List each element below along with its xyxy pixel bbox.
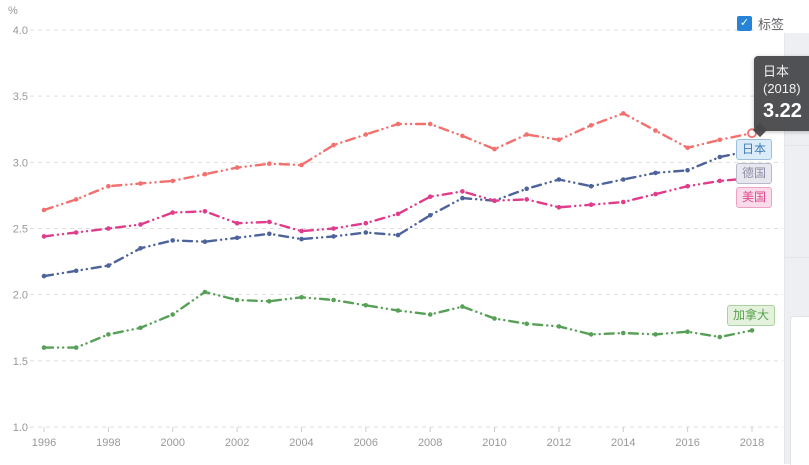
series-line[interactable]: [42, 290, 754, 349]
tooltip-series-name: 日本: [763, 64, 790, 79]
y-tick-label: 1.0: [13, 422, 28, 434]
series-label-日本: 日本: [736, 139, 773, 160]
adjacent-panel-strip: [784, 33, 809, 465]
series-美国[interactable]: [41, 175, 755, 239]
adjacent-card-edge: [790, 316, 809, 465]
series-line[interactable]: [42, 149, 754, 278]
series-加拿大[interactable]: [41, 289, 755, 350]
series-日本[interactable]: [41, 111, 755, 213]
series-line[interactable]: [42, 112, 754, 212]
tooltip: 日本 (2018) 3.22: [752, 56, 809, 138]
x-tick-label: 2014: [611, 437, 635, 449]
y-tick-label: 3.5: [13, 91, 28, 103]
y-tick-label: 2.5: [13, 224, 28, 236]
x-tick-label: 1998: [96, 437, 120, 449]
labels-toggle[interactable]: ✓ 标签: [737, 14, 784, 33]
x-tick-label: 2012: [547, 437, 571, 449]
x-tick-label: 2008: [418, 437, 442, 449]
y-tick-label: 4.0: [13, 25, 28, 37]
y-tick-label: 3.0: [13, 157, 28, 169]
series-points: [41, 175, 755, 239]
x-tick-label: 2000: [160, 437, 184, 449]
y-tick-label: 2.0: [13, 290, 28, 302]
tooltip-value: 3.22: [763, 100, 802, 122]
x-tick-label: 1996: [32, 437, 56, 449]
x-tick-label: 2006: [354, 437, 378, 449]
series-points: [41, 289, 755, 350]
x-tick-label: 2002: [225, 437, 249, 449]
strip-divider: [785, 145, 809, 146]
y-axis-unit-label: %: [8, 5, 18, 17]
checkbox-checked-icon[interactable]: ✓: [737, 16, 752, 31]
series-line[interactable]: [42, 177, 754, 238]
series-points: [41, 111, 755, 213]
tooltip-year: (2018): [763, 81, 801, 96]
x-tick-label: 2016: [675, 437, 699, 449]
strip-divider: [785, 257, 809, 258]
x-tick-label: 2010: [482, 437, 506, 449]
labels-toggle-text: 标签: [758, 17, 785, 32]
x-tick-label: 2004: [289, 437, 313, 449]
series-label-德国: 德国: [736, 163, 773, 184]
series-label-加拿大: 加拿大: [727, 305, 776, 326]
y-tick-label: 1.5: [13, 356, 28, 368]
series-label-美国: 美国: [736, 187, 773, 208]
x-tick-label: 2018: [740, 437, 764, 449]
